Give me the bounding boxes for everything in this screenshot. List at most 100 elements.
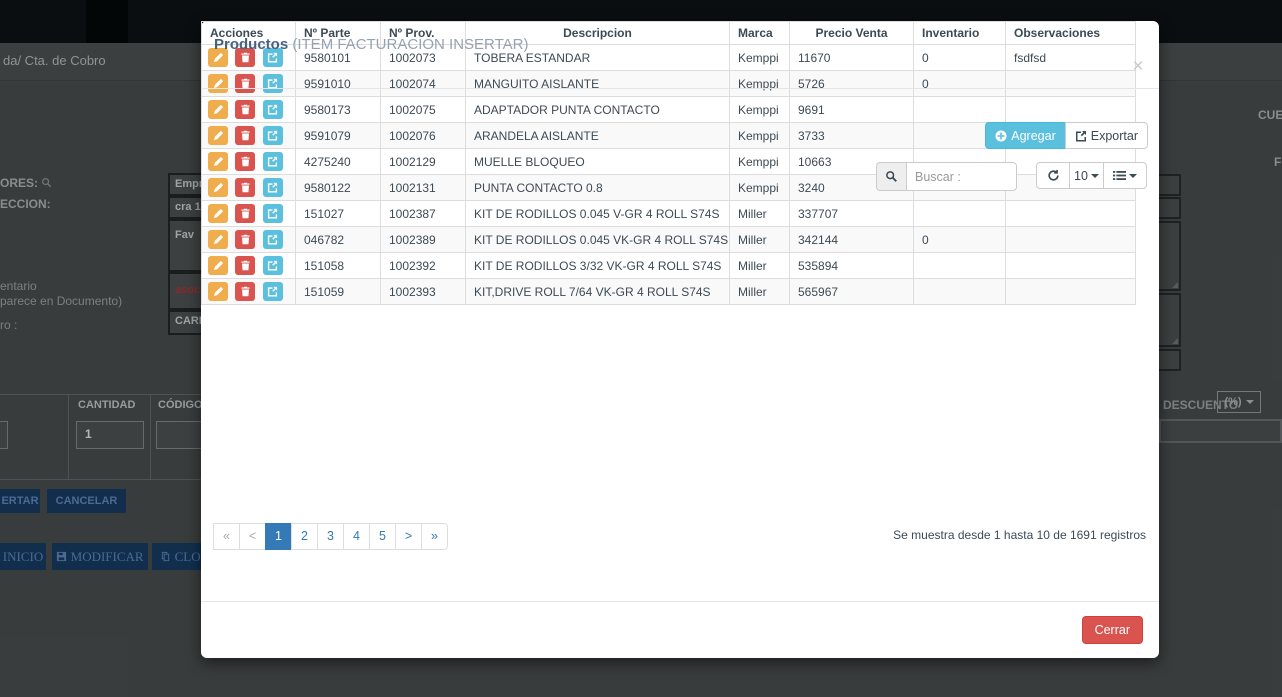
- share-row-button[interactable]: [262, 74, 283, 93]
- cerrar-button[interactable]: Cerrar: [1081, 616, 1143, 644]
- actions-cell: [201, 70, 296, 97]
- marca-cell: Miller: [729, 226, 790, 253]
- records-info: Se muestra desde 1 hasta 10 de 1691 regi…: [893, 528, 1146, 542]
- edit-row-button[interactable]: [208, 230, 228, 249]
- inventario-cell: 0: [913, 70, 1006, 97]
- edit-row-button[interactable]: [208, 204, 228, 223]
- pagination-page[interactable]: 3: [317, 523, 344, 550]
- edit-row-button[interactable]: [208, 256, 228, 275]
- delete-row-button[interactable]: [235, 126, 256, 145]
- agregar-button[interactable]: Agregar: [985, 122, 1066, 149]
- edit-row-button[interactable]: [208, 126, 228, 145]
- delete-row-button[interactable]: [235, 74, 256, 93]
- resize-handle-icon: ◢: [1171, 336, 1178, 345]
- modal-title: Productos (ITEM FACTURACION INSERTAR): [214, 36, 528, 53]
- col-inventario: Inventario: [913, 21, 1006, 45]
- share-row-button[interactable]: [262, 48, 283, 67]
- descuento-input: [1159, 419, 1282, 443]
- pagination-page[interactable]: »: [421, 523, 448, 550]
- footer-divider: [201, 601, 1159, 602]
- share-row-button[interactable]: [262, 126, 283, 145]
- pagination-item: 4: [343, 523, 370, 550]
- delete-row-button[interactable]: [235, 100, 256, 119]
- chevron-down-icon: [1090, 173, 1099, 178]
- search-icon: [42, 178, 52, 188]
- search-input[interactable]: [906, 162, 1017, 191]
- edit-row-button[interactable]: [208, 282, 228, 301]
- share-row-button[interactable]: [262, 204, 283, 223]
- prov-cell: 1002392: [380, 252, 466, 279]
- page-size-dropdown[interactable]: 10: [1069, 162, 1104, 189]
- observaciones-cell: [1005, 200, 1136, 227]
- inventario-cell: [913, 96, 1006, 123]
- descripcion-cell: KIT,DRIVE ROLL 7/64 VK-GR 4 ROLL S74S: [465, 278, 730, 305]
- proveedores-label: ORES:: [0, 176, 52, 190]
- pagination-page[interactable]: «: [213, 523, 240, 550]
- trash-icon: [241, 52, 250, 63]
- delete-row-button[interactable]: [235, 178, 256, 197]
- precio-cell: 11670: [789, 44, 914, 71]
- clonar-button: CLO: [152, 543, 209, 570]
- prov-cell: 1002389: [380, 226, 466, 253]
- pagination-page[interactable]: 4: [343, 523, 370, 550]
- trash-icon: [241, 208, 250, 219]
- table-row: 151059 1002393 KIT,DRIVE ROLL 7/64 VK-GR…: [201, 278, 1136, 305]
- list-icon: [1113, 171, 1126, 180]
- edit-row-button[interactable]: [208, 100, 228, 119]
- pagination-page[interactable]: 1: [265, 523, 292, 550]
- pencil-icon: [213, 182, 223, 193]
- parte-cell: 9580173: [295, 96, 381, 123]
- share-row-button[interactable]: [262, 100, 283, 119]
- edit-row-button[interactable]: [208, 178, 228, 197]
- descuento-label: DESCUENTO: [1163, 398, 1239, 412]
- share-row-button[interactable]: [262, 282, 283, 301]
- delete-row-button[interactable]: [235, 204, 256, 223]
- inventario-cell: [913, 278, 1006, 305]
- pencil-icon: [213, 156, 223, 167]
- prov-cell: 1002073: [380, 44, 466, 71]
- pagination-page[interactable]: >: [395, 523, 422, 550]
- edit-row-button[interactable]: [208, 152, 228, 171]
- pagination-item: «: [213, 523, 240, 550]
- close-icon[interactable]: ×: [1128, 57, 1148, 77]
- columns-dropdown[interactable]: [1103, 162, 1147, 189]
- share-row-button[interactable]: [262, 178, 283, 197]
- trash-icon: [241, 130, 250, 141]
- delete-row-button[interactable]: [235, 256, 256, 275]
- marca-cell: Miller: [729, 278, 790, 305]
- prov-cell: 1002076: [380, 122, 466, 149]
- share-row-button[interactable]: [262, 256, 283, 275]
- search-addon[interactable]: [876, 162, 906, 191]
- table-options-group: 10: [1036, 162, 1147, 191]
- grid-line: [0, 479, 201, 480]
- actions-cell: [201, 122, 296, 149]
- edit-row-button[interactable]: [208, 48, 228, 67]
- actions-cell: [201, 148, 296, 175]
- pagination-page[interactable]: <: [239, 523, 266, 550]
- pagination-page[interactable]: 5: [369, 523, 396, 550]
- trash-icon: [241, 182, 250, 193]
- actions-cell: [201, 44, 296, 71]
- pagination-page[interactable]: 2: [291, 523, 318, 550]
- actions-cell: [201, 174, 296, 201]
- observaciones-cell: [1005, 278, 1136, 305]
- delete-row-button[interactable]: [235, 48, 256, 67]
- precio-cell: 337707: [789, 200, 914, 227]
- chevron-down-icon: [1245, 400, 1254, 405]
- inventario-cell: 0: [913, 44, 1006, 71]
- share-row-button[interactable]: [262, 152, 283, 171]
- trash-icon: [241, 234, 250, 245]
- grid-line: [68, 394, 69, 480]
- delete-row-button[interactable]: [235, 282, 256, 301]
- edit-row-button[interactable]: [208, 74, 228, 93]
- f-label: F: [1274, 155, 1282, 169]
- refresh-button[interactable]: [1036, 162, 1070, 189]
- share-row-button[interactable]: [262, 230, 283, 249]
- breadcrumb: da/ Cta. de Cobro: [3, 53, 106, 68]
- delete-row-button[interactable]: [235, 230, 256, 249]
- descripcion-cell: MANGUITO AISLANTE: [465, 70, 730, 97]
- col-parte: Nº Parte: [295, 21, 381, 45]
- exportar-button[interactable]: Exportar: [1064, 122, 1148, 149]
- table-row: 9580173 1002075 ADAPTADOR PUNTA CONTACTO…: [201, 96, 1136, 123]
- delete-row-button[interactable]: [235, 152, 256, 171]
